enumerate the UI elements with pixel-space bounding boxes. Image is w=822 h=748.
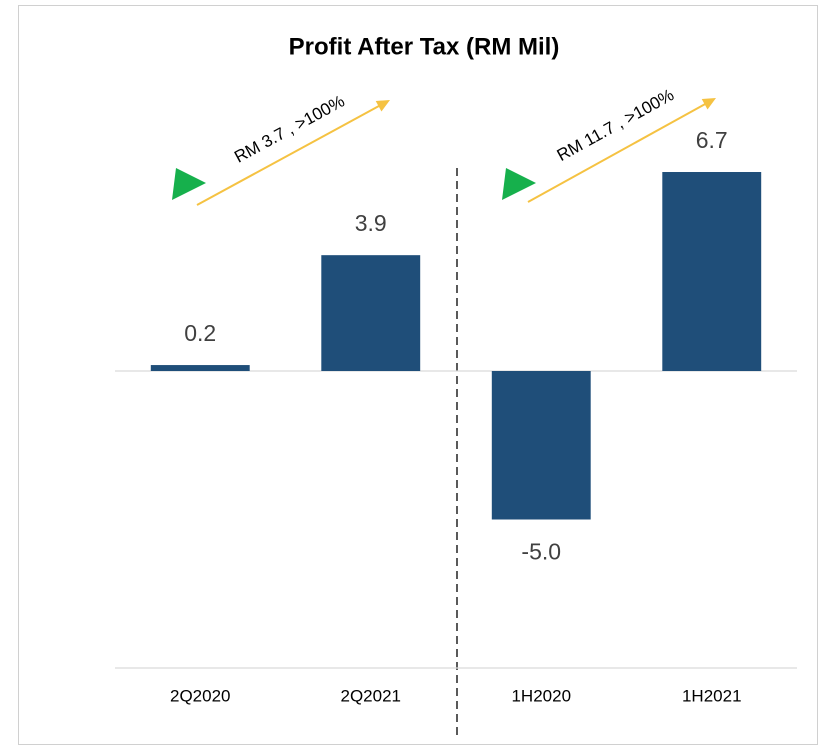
x-tick-label: 1H2021 xyxy=(682,686,742,705)
green-triangle xyxy=(502,168,536,200)
chart-title: Profit After Tax (RM Mil) xyxy=(289,33,560,60)
x-tick-label: 2Q2020 xyxy=(170,686,231,705)
x-tick-label: 2Q2021 xyxy=(341,686,402,705)
value-label: 6.7 xyxy=(696,127,728,153)
frame xyxy=(18,5,818,745)
trend-arrow xyxy=(196,103,382,206)
trend-arrow xyxy=(527,101,708,203)
value-label: -5.0 xyxy=(521,539,561,565)
value-label: 3.9 xyxy=(355,210,387,236)
bar xyxy=(150,365,250,371)
arrow-head xyxy=(375,100,390,112)
arrow-head xyxy=(701,98,716,110)
bar xyxy=(321,255,421,371)
bar xyxy=(662,172,762,371)
x-tick-label: 1H2020 xyxy=(511,686,571,705)
bar xyxy=(491,371,591,520)
value-label: 0.2 xyxy=(184,320,216,346)
green-triangle xyxy=(172,168,206,200)
